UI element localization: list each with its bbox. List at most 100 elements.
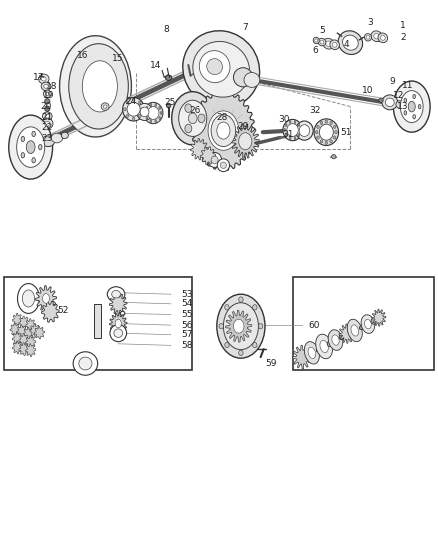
Text: 29: 29 xyxy=(237,123,249,131)
Ellipse shape xyxy=(39,74,49,84)
Text: 20: 20 xyxy=(40,102,52,111)
Ellipse shape xyxy=(199,51,230,83)
Ellipse shape xyxy=(217,294,265,358)
Ellipse shape xyxy=(330,40,339,50)
Polygon shape xyxy=(12,313,23,326)
Ellipse shape xyxy=(308,347,316,359)
Polygon shape xyxy=(201,147,215,165)
Ellipse shape xyxy=(217,159,230,172)
Ellipse shape xyxy=(320,40,324,44)
Text: 22: 22 xyxy=(42,124,53,132)
Ellipse shape xyxy=(166,75,172,80)
Polygon shape xyxy=(191,139,208,160)
Polygon shape xyxy=(30,324,40,337)
Ellipse shape xyxy=(18,284,39,313)
Text: 54: 54 xyxy=(182,300,193,308)
Ellipse shape xyxy=(159,107,161,110)
Text: 10: 10 xyxy=(362,86,374,95)
Ellipse shape xyxy=(239,297,243,302)
Ellipse shape xyxy=(366,35,370,39)
Polygon shape xyxy=(339,324,355,343)
Ellipse shape xyxy=(326,41,331,46)
Ellipse shape xyxy=(46,92,49,95)
Ellipse shape xyxy=(328,330,343,350)
Ellipse shape xyxy=(323,38,334,49)
Polygon shape xyxy=(19,316,29,329)
Ellipse shape xyxy=(32,131,35,136)
Bar xyxy=(94,304,101,338)
Ellipse shape xyxy=(285,124,287,127)
Polygon shape xyxy=(208,111,239,150)
Ellipse shape xyxy=(289,120,291,124)
Text: 4: 4 xyxy=(343,40,349,49)
Ellipse shape xyxy=(239,133,252,150)
Text: 3: 3 xyxy=(367,18,373,27)
Ellipse shape xyxy=(150,103,152,107)
Polygon shape xyxy=(12,332,23,345)
Ellipse shape xyxy=(244,72,260,87)
Polygon shape xyxy=(42,301,59,322)
Text: 52: 52 xyxy=(57,306,68,314)
Text: 1: 1 xyxy=(400,21,406,30)
Text: 8: 8 xyxy=(163,25,170,34)
Ellipse shape xyxy=(253,305,257,310)
Ellipse shape xyxy=(172,92,214,145)
Text: 6: 6 xyxy=(312,46,318,55)
Ellipse shape xyxy=(320,340,328,353)
Ellipse shape xyxy=(289,136,291,140)
Text: 57: 57 xyxy=(182,330,193,339)
Ellipse shape xyxy=(330,122,332,125)
Ellipse shape xyxy=(132,117,135,120)
Ellipse shape xyxy=(159,116,161,119)
Ellipse shape xyxy=(211,115,236,147)
Bar xyxy=(293,277,434,370)
Polygon shape xyxy=(293,345,312,369)
Ellipse shape xyxy=(404,111,406,115)
Text: 11: 11 xyxy=(402,81,413,90)
Text: 16: 16 xyxy=(77,52,88,60)
Ellipse shape xyxy=(126,115,129,118)
Ellipse shape xyxy=(42,112,52,120)
Ellipse shape xyxy=(207,59,223,75)
Ellipse shape xyxy=(338,31,363,54)
Ellipse shape xyxy=(233,68,253,87)
Ellipse shape xyxy=(103,105,107,108)
Ellipse shape xyxy=(418,104,421,109)
Polygon shape xyxy=(25,319,36,332)
Ellipse shape xyxy=(45,122,50,126)
Ellipse shape xyxy=(381,35,385,41)
Text: 13: 13 xyxy=(397,102,409,111)
Ellipse shape xyxy=(319,124,333,140)
Ellipse shape xyxy=(21,136,25,142)
Polygon shape xyxy=(34,326,45,339)
Text: 28: 28 xyxy=(217,113,228,122)
Ellipse shape xyxy=(138,101,141,104)
Text: 17: 17 xyxy=(33,73,44,82)
Ellipse shape xyxy=(114,329,123,337)
Ellipse shape xyxy=(364,34,371,41)
Ellipse shape xyxy=(148,107,159,119)
Text: 58: 58 xyxy=(182,341,193,350)
Bar xyxy=(4,277,192,370)
Ellipse shape xyxy=(42,77,46,81)
Polygon shape xyxy=(192,91,255,171)
Ellipse shape xyxy=(17,127,45,167)
Text: 23: 23 xyxy=(42,134,53,143)
Ellipse shape xyxy=(41,82,51,91)
Text: 14: 14 xyxy=(150,61,161,69)
Ellipse shape xyxy=(402,104,407,109)
Ellipse shape xyxy=(371,31,382,42)
Ellipse shape xyxy=(285,133,287,136)
Ellipse shape xyxy=(45,106,50,111)
Ellipse shape xyxy=(393,81,430,132)
Ellipse shape xyxy=(45,99,50,104)
Ellipse shape xyxy=(315,39,318,42)
Ellipse shape xyxy=(283,119,302,141)
Ellipse shape xyxy=(299,125,310,136)
Ellipse shape xyxy=(317,136,319,139)
Polygon shape xyxy=(10,323,21,336)
Ellipse shape xyxy=(404,98,406,102)
Ellipse shape xyxy=(9,115,53,179)
Ellipse shape xyxy=(339,334,344,340)
Ellipse shape xyxy=(332,42,337,47)
